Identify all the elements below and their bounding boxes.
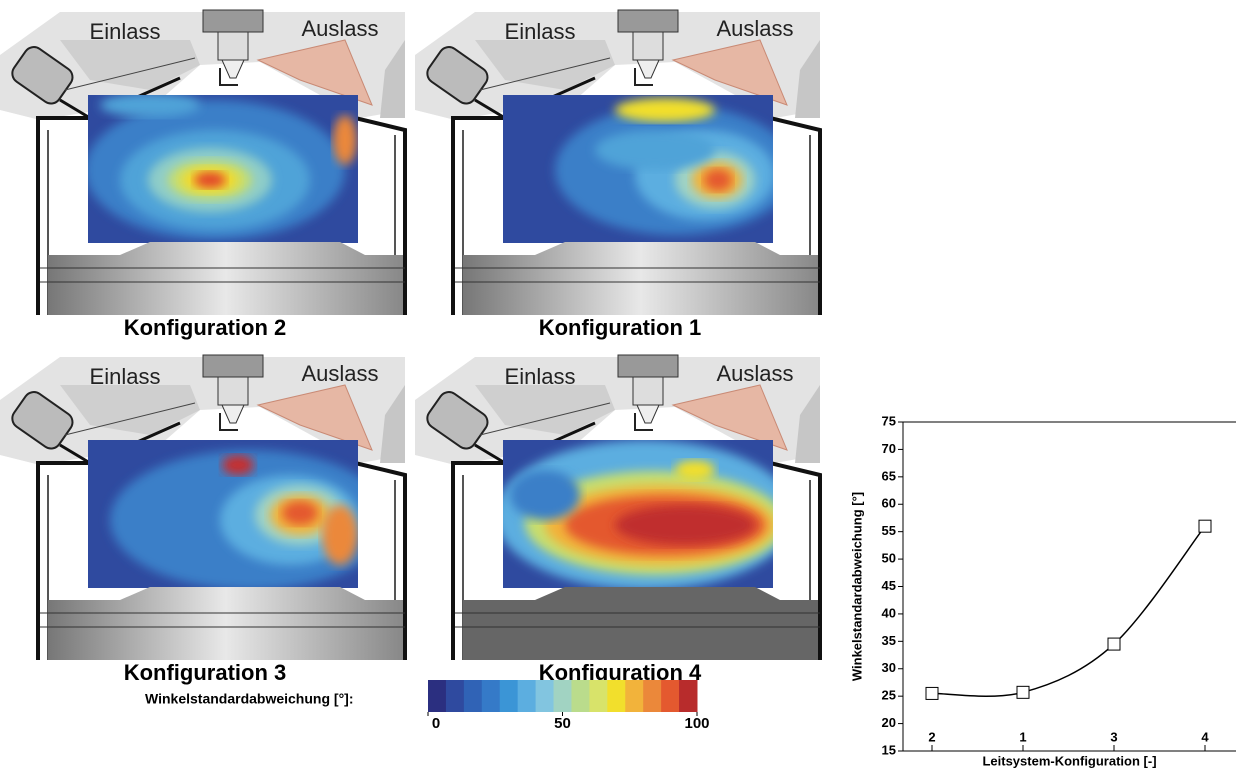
heatmap — [88, 440, 390, 590]
y-tick-label: 40 — [882, 605, 896, 620]
spark-plug-tip — [222, 60, 244, 78]
y-tick-label: 70 — [882, 441, 896, 456]
heatmap — [495, 440, 795, 590]
y-tick-label: 50 — [882, 551, 896, 566]
colorbar-swatch — [518, 680, 536, 712]
spark-plug — [618, 10, 678, 32]
piston — [48, 242, 403, 315]
x-tick-label: 1 — [1019, 729, 1026, 744]
outlet-label: Auslass — [716, 16, 793, 41]
engine-panel: Einlass Auslass Konfiguration 3 — [0, 355, 405, 685]
figure: Einlass Auslass Konfiguration 2 Einlass Ausl… — [0, 0, 1236, 769]
heatmap-zone — [510, 470, 580, 520]
engine-panel: Einlass Auslass Konfiguration 2 — [0, 10, 405, 340]
heatmap-zone — [282, 501, 318, 525]
data-line — [932, 526, 1205, 696]
heatmap — [503, 95, 795, 243]
spark-plug-body — [633, 377, 663, 405]
heatmap-zone — [615, 505, 755, 545]
spark-plug — [203, 355, 263, 377]
heatmap-zone — [595, 130, 715, 170]
inlet-label: Einlass — [90, 364, 161, 389]
colorbar-swatch — [625, 680, 643, 712]
spark-plug-body — [633, 32, 663, 60]
spark-plug-tip — [637, 60, 659, 78]
outlet-label: Auslass — [301, 16, 378, 41]
heatmap-zone — [704, 169, 732, 191]
outlet-label: Auslass — [301, 361, 378, 386]
y-tick-label: 20 — [882, 715, 896, 730]
piston — [463, 587, 818, 660]
heatmap-zone — [194, 172, 226, 188]
colorbar-swatch — [661, 680, 679, 712]
x-tick-label: 2 — [928, 729, 935, 744]
panel-label: Konfiguration 2 — [124, 315, 287, 340]
data-marker — [1199, 520, 1211, 532]
colorbar-tick-label: 100 — [684, 715, 709, 732]
y-axis-label: Winkelstandardabweichung [°] — [849, 492, 864, 681]
y-tick-label: 45 — [882, 578, 896, 593]
outlet-label: Auslass — [716, 361, 793, 386]
colorbar-swatch — [643, 680, 661, 712]
spark-plug — [203, 10, 263, 32]
colorbar-swatch — [679, 680, 697, 712]
piston — [48, 587, 403, 660]
heatmap-zone — [100, 93, 200, 117]
colorbar-swatch — [428, 680, 446, 712]
engine-panel: Einlass Auslass Konfiguration 1 — [415, 10, 820, 340]
colorbar-swatch — [554, 680, 572, 712]
spark-plug-body — [218, 32, 248, 60]
spark-plug-tip — [637, 405, 659, 423]
inlet-label: Einlass — [90, 19, 161, 44]
spark-plug — [618, 355, 678, 377]
spark-plug-body — [218, 377, 248, 405]
colorbar-swatch — [500, 680, 518, 712]
y-tick-label: 25 — [882, 688, 896, 703]
y-tick-label: 75 — [882, 413, 896, 428]
panel-label: Konfiguration 3 — [124, 660, 287, 685]
data-marker — [1017, 686, 1029, 698]
y-tick-label: 15 — [882, 742, 896, 757]
colorbar-tick-label: 50 — [554, 715, 571, 732]
piston — [463, 242, 818, 315]
x-tick-label: 4 — [1201, 729, 1209, 744]
inlet-label: Einlass — [505, 19, 576, 44]
colorbar-tick-label: 0 — [432, 715, 440, 732]
heatmap-zone — [322, 505, 358, 565]
x-axis-label: Leitsystem-Konfiguration [-] — [982, 753, 1156, 768]
data-marker — [1108, 638, 1120, 650]
colorbar-swatch — [446, 680, 464, 712]
heatmap-zone — [675, 460, 715, 480]
inlet-label: Einlass — [505, 364, 576, 389]
data-marker — [926, 687, 938, 699]
spark-plug-tip — [222, 405, 244, 423]
colorbar-swatch — [482, 680, 500, 712]
colorbar-swatch — [536, 680, 554, 712]
x-tick-label: 3 — [1110, 729, 1117, 744]
panel-label: Konfiguration 1 — [539, 315, 702, 340]
colorbar-label: Winkelstandardabweichung [°]: — [145, 691, 354, 707]
colorbar-swatch — [464, 680, 482, 712]
colorbar-swatch — [589, 680, 607, 712]
y-tick-label: 30 — [882, 660, 896, 675]
heatmap-zone — [615, 98, 715, 122]
y-tick-label: 65 — [882, 468, 896, 483]
colorbar-swatch — [571, 680, 589, 712]
heatmap-zone — [222, 455, 254, 475]
colorbar-swatch — [607, 680, 625, 712]
y-tick-label: 60 — [882, 496, 896, 511]
y-tick-label: 55 — [882, 523, 896, 538]
y-tick-label: 35 — [882, 633, 896, 648]
heatmap-zone — [333, 115, 357, 165]
heatmap — [85, 93, 358, 243]
